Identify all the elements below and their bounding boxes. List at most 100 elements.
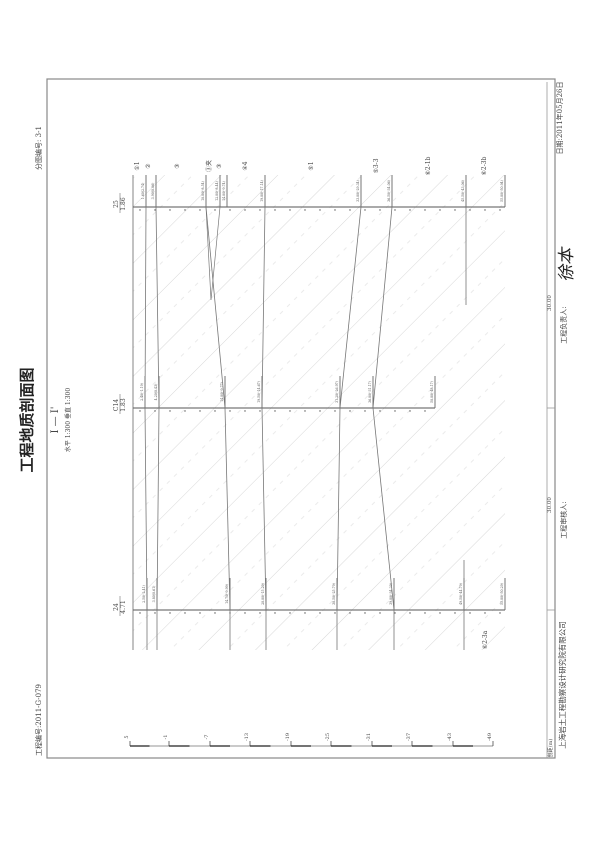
sample-point [394,612,396,614]
sample-point [334,209,336,211]
depth-label: 55.00(-50.29) [500,583,504,605]
depth-label: 49.50(-44.79) [459,583,463,605]
sample-point [229,209,231,211]
sample-point [214,209,216,211]
sample-point [214,612,216,614]
depth-label: 14.00(-9.74) [222,181,226,201]
depth-label: 50.00(-48.17) [430,381,434,403]
layer-label: ⑥2-3a [482,630,489,649]
sample-point [499,209,501,211]
depth-label: 45.50(-43.06) [461,180,465,202]
distance-label: 30.00 [547,295,553,311]
depth-label: 31.20(-26.97) [335,381,339,403]
sample-point [199,410,201,412]
sample-point [169,410,171,412]
project-number: 工程编号:2011-G-079 [34,684,43,756]
sample-point [154,209,156,211]
sample-point [469,612,471,614]
borehole-id: C14 [113,399,120,411]
sample-point [379,612,381,614]
depth-label: 14.70(-9.99) [225,584,229,604]
scale-tick-label: -7 [204,735,210,740]
sample-point [499,612,501,614]
sample-point [454,612,456,614]
depth-label: 2.50(-2.41) [142,585,146,603]
sample-point [214,410,216,412]
soil-hatch-area [133,175,505,650]
sample-point [229,410,231,412]
borehole-elevation: 1.86 [120,197,127,211]
scale-tick-label: 5 [124,735,130,738]
layer-label: ⑥2-1b [425,156,432,175]
borehole-elevation: 1.83 [120,398,127,412]
depth-label: 20.00(-15.29) [261,583,265,605]
distance-label: 30.00 [547,497,553,513]
scale-tick-label: -1 [163,735,169,740]
depth-label: 33.00(-29.34) [356,180,360,202]
sample-point [319,410,321,412]
sample-point [394,410,396,412]
sample-point [409,209,411,211]
sample-point [349,410,351,412]
layer-boundary [155,175,160,650]
sample-point [244,410,246,412]
sample-point [364,209,366,211]
sample-point [184,410,186,412]
sample-point [259,209,261,211]
layer-label: ③ [216,163,223,168]
depth-label: 19.50(-14.67) [257,381,261,403]
sample-point [304,410,306,412]
depth-label: 36.00(-31.17) [368,381,372,403]
layer-label: ⑥2-3b [481,156,488,175]
scale-tick-label: -43 [447,733,453,741]
sample-point [439,612,441,614]
spacing-label: 剖距(m) [547,739,554,758]
sample-point [379,209,381,211]
sample-point [319,612,321,614]
sample-point [349,209,351,211]
borehole-id: 25 [113,200,120,208]
sheet-number: 分图编号: 3-1 [34,126,43,170]
sample-point [199,209,201,211]
depth-label: 3.80(0.61) [152,586,156,603]
sample-point [154,612,156,614]
scale-note: 水平 1:300 垂直 1:300 [64,388,72,452]
sample-point [184,209,186,211]
depth-label: 30.50(-25.79) [332,583,336,605]
layer-boundary [261,175,267,650]
sample-point [454,209,456,211]
depth-label: 55.00(-50.94) [500,180,504,202]
sample-point [424,612,426,614]
depth-label: 1.60(2.74) [141,183,145,200]
layer-label: ⑤1 [308,161,315,170]
layer-boundary [372,175,395,650]
sample-point [334,410,336,412]
layer-boundary [205,175,231,650]
sample-point [259,612,261,614]
depth-label: 19.00(-17.14) [260,180,264,202]
sample-point [289,410,291,412]
sample-point [364,612,366,614]
project-lead-label: 工程负责人: [559,306,568,343]
depth-label: 2.40(-1.19) [140,383,144,401]
drawing-title: 工程地质剖面图 [18,367,36,472]
sample-point [274,209,276,211]
sample-point [484,612,486,614]
sample-point [469,209,471,211]
scale-tick-label: -19 [285,733,291,741]
layer-label: ④4 [242,161,249,170]
layer-label: ③ [174,163,181,168]
sample-point [364,410,366,412]
sample-point [439,209,441,211]
sample-point [304,612,306,614]
layer-boundary [144,175,148,650]
sample-point [349,612,351,614]
borehole-id: 24 [113,603,120,611]
scale-tick-label: -25 [325,733,331,741]
layer-label: ①1 [134,161,141,170]
depth-label: 36.50(-34.06) [387,180,391,202]
reviewer-label: 工程审核人: [559,501,568,538]
depth-label: 14.00(-9.77) [220,382,224,402]
layer-label: ② [145,163,152,168]
